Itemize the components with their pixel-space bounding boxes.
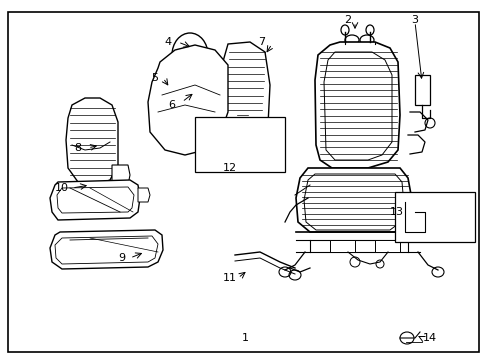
Polygon shape [148, 45, 227, 155]
Text: 11: 11 [223, 273, 237, 283]
Text: 3: 3 [411, 15, 418, 25]
Text: 1: 1 [241, 333, 248, 343]
Text: 13: 13 [389, 207, 403, 217]
Bar [195, 117, 285, 172]
Polygon shape [112, 165, 130, 185]
Polygon shape [314, 42, 399, 168]
Text: 7: 7 [258, 37, 265, 47]
Text: 8: 8 [74, 143, 81, 153]
Polygon shape [414, 75, 429, 105]
Text: 10: 10 [55, 183, 69, 193]
Bar [394, 192, 474, 242]
Text: 5: 5 [151, 73, 158, 83]
Polygon shape [329, 240, 354, 252]
Text: 9: 9 [118, 253, 125, 263]
Text: 12: 12 [223, 163, 237, 173]
Polygon shape [295, 168, 411, 232]
Text: 6: 6 [168, 100, 175, 110]
Polygon shape [138, 188, 150, 202]
Polygon shape [66, 98, 118, 185]
Polygon shape [50, 180, 140, 220]
Polygon shape [374, 240, 399, 252]
Polygon shape [50, 230, 163, 269]
Polygon shape [220, 42, 269, 142]
Text: 14: 14 [422, 333, 436, 343]
Text: 4: 4 [164, 37, 171, 47]
Text: 2: 2 [344, 15, 351, 25]
